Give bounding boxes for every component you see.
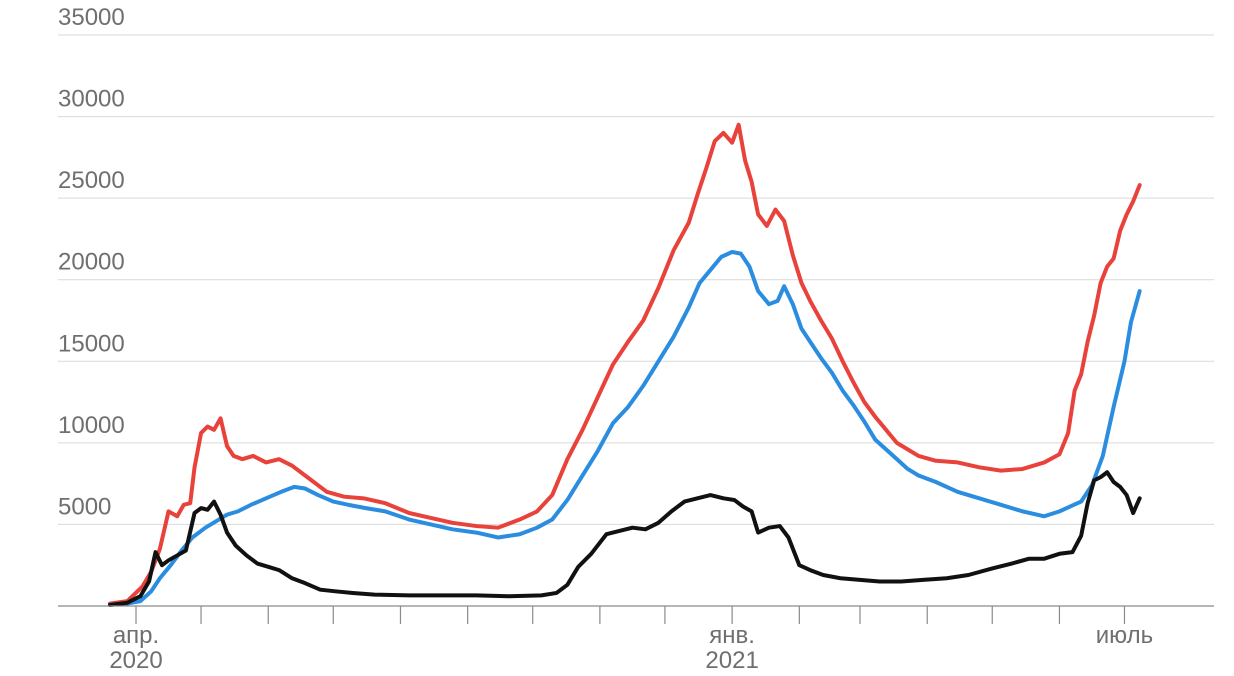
x-tick-label-line: янв. [709, 622, 755, 649]
x-tick-label-line: 2021 [705, 647, 758, 674]
series-layer [108, 122, 1142, 608]
x-axis [58, 605, 1214, 624]
x-tick-label: апр. 2020 [109, 622, 162, 674]
series-line-1 [108, 122, 1142, 606]
x-tick-label-line: апр. [113, 622, 159, 649]
series-line-2 [108, 249, 1142, 607]
series-line-3 [108, 470, 1142, 608]
x-tick-label-line: 2020 [109, 647, 162, 674]
y-tick-label: 20000 [58, 249, 125, 276]
y-tick-label: 15000 [58, 330, 125, 357]
x-tick-label: янв. 2021 [705, 622, 758, 674]
y-tick-label: 25000 [58, 167, 125, 194]
x-tick-label-line: июль [1096, 622, 1153, 649]
grid-layer [58, 34, 1214, 525]
y-tick-label: 35000 [58, 4, 125, 31]
y-tick-label: 30000 [58, 86, 125, 113]
y-tick-label: 10000 [58, 412, 125, 439]
y-tick-label: 5000 [58, 493, 111, 520]
x-tick-label: июль [1096, 622, 1153, 649]
